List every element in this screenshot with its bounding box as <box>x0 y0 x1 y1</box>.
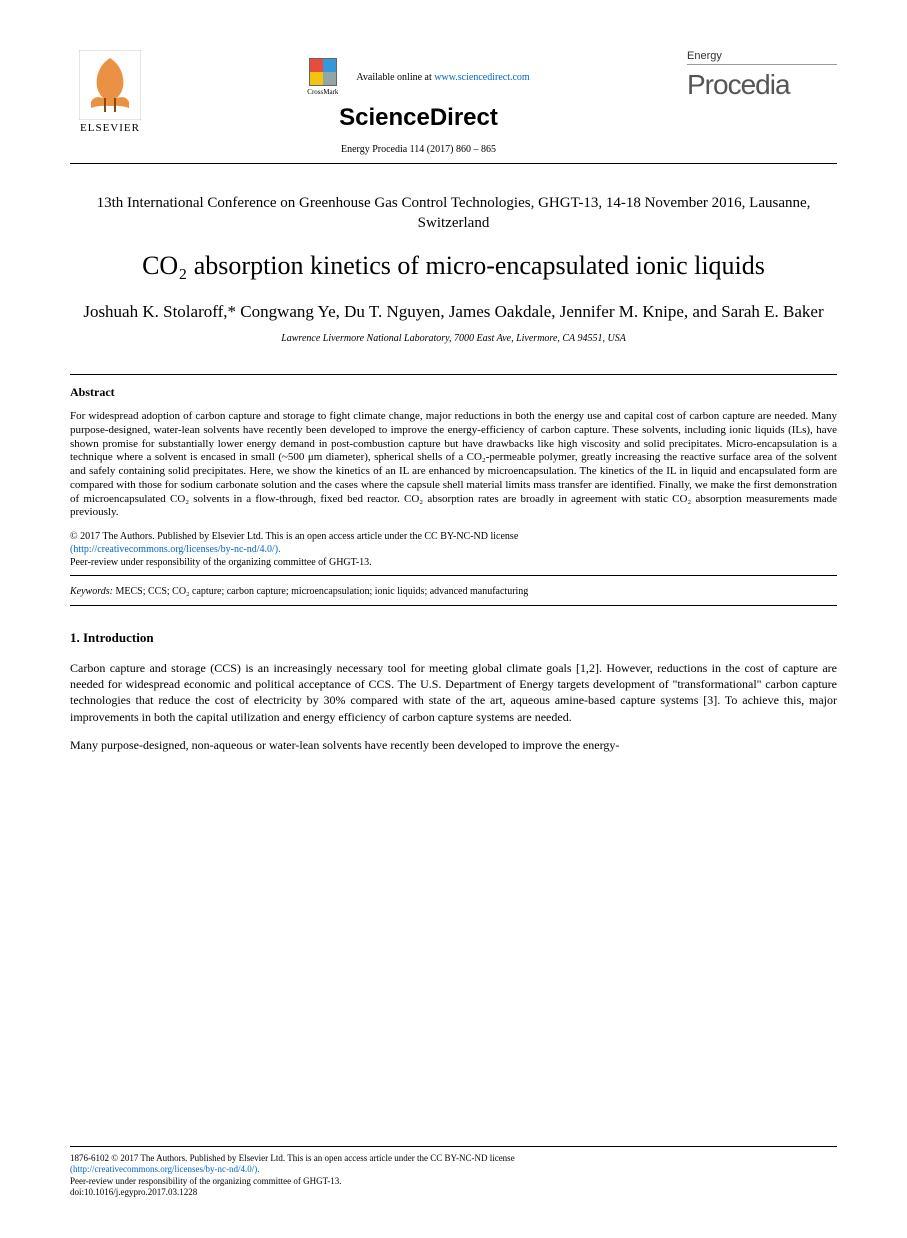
keywords-label: Keywords: <box>70 586 113 597</box>
center-header: CrossMark Available online at www.scienc… <box>150 50 687 155</box>
sciencedirect-wordmark: ScienceDirect <box>339 104 498 132</box>
elsevier-tree-icon <box>79 50 141 120</box>
license-link[interactable]: (http://creativecommons.org/licenses/by-… <box>70 544 281 555</box>
copyright-line2: Peer-review under responsibility of the … <box>70 557 372 568</box>
copyright-line1: © 2017 The Authors. Published by Elsevie… <box>70 531 518 542</box>
elsevier-logo-block: ELSEVIER <box>70 50 150 134</box>
elsevier-label: ELSEVIER <box>80 122 140 134</box>
keywords-bottom-divider <box>70 605 837 606</box>
header-row: ELSEVIER CrossMark Available online at w… <box>70 50 837 155</box>
footer-peer-review: Peer-review under responsibility of the … <box>70 1176 342 1186</box>
affiliation: Lawrence Livermore National Laboratory, … <box>70 333 837 344</box>
crossmark-icon <box>309 58 337 86</box>
citation-line: Energy Procedia 114 (2017) 860 – 865 <box>341 144 496 155</box>
keywords-text: MECS; CCS; CO₂ capture; carbon capture; … <box>113 586 528 597</box>
intro-paragraph-2: Many purpose-designed, non-aqueous or wa… <box>70 737 837 753</box>
available-prefix: Available online at <box>356 72 434 83</box>
introduction-heading: 1. Introduction <box>70 630 837 646</box>
keywords-top-divider <box>70 575 837 576</box>
conference-info: 13th International Conference on Greenho… <box>70 194 837 233</box>
intro-paragraph-1: Carbon capture and storage (CCS) is an i… <box>70 660 837 725</box>
procedia-name: Procedia <box>687 69 837 101</box>
footer-doi: doi:10.1016/j.egypro.2017.03.1228 <box>70 1187 197 1197</box>
copyright-block: © 2017 The Authors. Published by Elsevie… <box>70 530 837 569</box>
procedia-block: Energy Procedia <box>687 50 837 101</box>
sciencedirect-link[interactable]: www.sciencedirect.com <box>434 72 529 83</box>
header-divider <box>70 163 837 164</box>
author-list: Joshuah K. Stolaroff,* Congwang Ye, Du T… <box>70 301 837 323</box>
footer-issn: 1876-6102 © 2017 The Authors. Published … <box>70 1153 515 1163</box>
footer-license-link[interactable]: (http://creativecommons.org/licenses/by-… <box>70 1164 260 1174</box>
available-online-text: Available online at www.sciencedirect.co… <box>356 72 529 83</box>
abstract-top-divider <box>70 374 837 375</box>
crossmark-row: CrossMark Available online at www.scienc… <box>307 58 529 96</box>
procedia-category: Energy <box>687 50 837 65</box>
paper-title: CO₂ absorption kinetics of micro-encapsu… <box>70 251 837 281</box>
abstract-heading: Abstract <box>70 385 837 400</box>
page-footer: 1876-6102 © 2017 The Authors. Published … <box>70 1146 837 1198</box>
keywords-line: Keywords: MECS; CCS; CO₂ capture; carbon… <box>70 586 837 597</box>
crossmark-label: CrossMark <box>307 88 338 96</box>
abstract-body: For widespread adoption of carbon captur… <box>70 410 837 520</box>
crossmark-logo[interactable]: CrossMark <box>307 58 338 96</box>
